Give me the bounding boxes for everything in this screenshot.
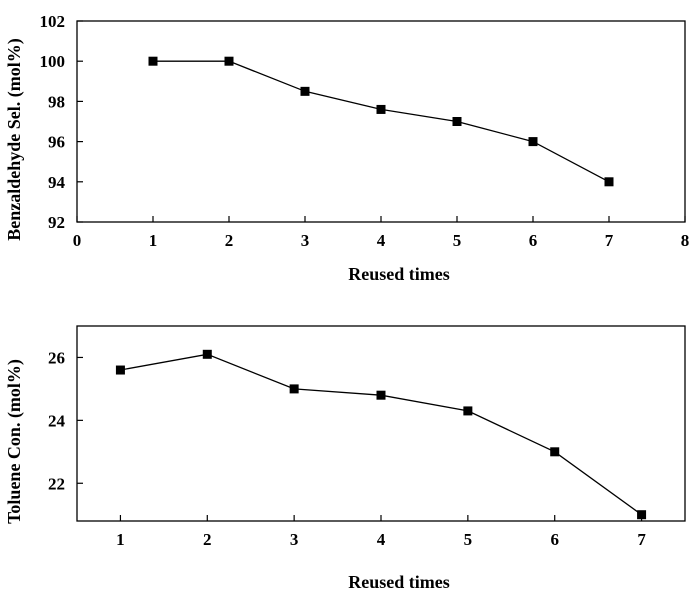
x-tick-label: 5	[464, 530, 473, 549]
x-tick-label: 2	[203, 530, 212, 549]
y-tick-label: 100	[40, 52, 66, 71]
data-point-marker	[550, 447, 560, 457]
y-tick-label: 92	[48, 213, 65, 232]
conversion-chart: 1 2 3 4 5 6 7 22 24 26 Reused times Toluene Con. (m…	[4, 325, 686, 591]
data-point-marker	[376, 104, 386, 114]
data-point-marker	[115, 365, 125, 375]
y-tick-label: 96	[48, 133, 65, 152]
x-tick-label: 6	[529, 231, 538, 250]
y-tick-label: 98	[48, 92, 65, 111]
x-tick-label: 4	[377, 530, 386, 549]
y-tick-label: 94	[48, 173, 66, 192]
x-tick-label: 7	[605, 231, 614, 250]
y-tick-label: 26	[48, 348, 65, 367]
y-axis-title: Toluene Con. (mol%)	[4, 359, 25, 524]
data-point-marker	[463, 406, 473, 416]
data-point-marker	[637, 510, 647, 520]
data-point-marker	[289, 384, 299, 394]
x-tick-label: 7	[637, 530, 646, 549]
x-tick-label: 6	[550, 530, 559, 549]
series-line	[120, 353, 642, 516]
y-tick-label: 102	[40, 12, 66, 31]
x-tick-label: 4	[377, 231, 386, 250]
data-point-marker	[452, 117, 462, 126]
x-tick-label: 5	[453, 231, 462, 250]
x-tick-label: 2	[225, 231, 234, 250]
x-axis-title: Reused times	[348, 572, 450, 591]
plot-frame	[76, 325, 686, 522]
x-tick-label: 1	[149, 231, 158, 250]
selectivity-chart: 0 1 2 3 4 5 6 7 8 92 94 96 98 100 102 Reused times Benza…	[4, 12, 689, 284]
y-axis-title: Benzaldehyde Sel. (mol%)	[4, 38, 25, 241]
x-tick-label: 3	[301, 231, 310, 250]
data-point-marker	[300, 86, 310, 96]
data-point-marker	[528, 137, 538, 147]
data-point-marker	[148, 56, 158, 66]
data-point-marker	[376, 390, 386, 400]
y-tick-label: 24	[48, 411, 66, 430]
x-tick-label: 1	[116, 530, 125, 549]
data-point-marker	[224, 56, 234, 66]
data-point-marker	[604, 177, 614, 187]
x-axis-title: Reused times	[348, 264, 450, 284]
series-line	[153, 60, 610, 183]
x-tick-label: 8	[681, 231, 690, 250]
data-point-marker	[202, 349, 212, 359]
x-tick-label: 0	[73, 231, 82, 250]
plot-frame	[76, 20, 686, 223]
y-tick-label: 22	[48, 474, 65, 493]
x-tick-label: 3	[290, 530, 299, 549]
